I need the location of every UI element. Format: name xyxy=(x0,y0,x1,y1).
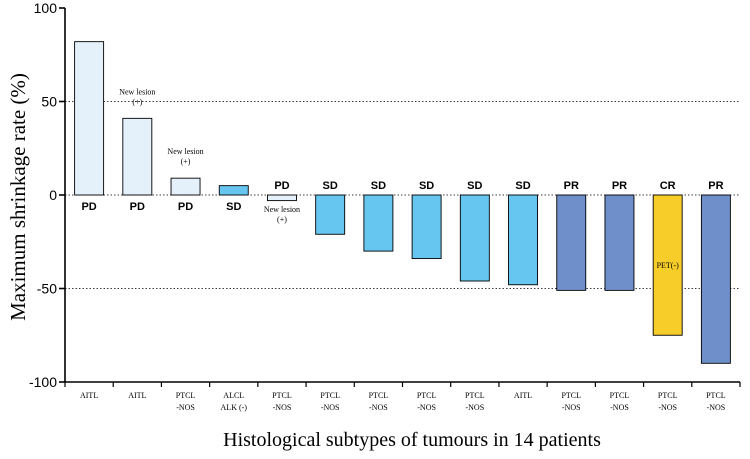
category-label: -NOS xyxy=(610,403,629,412)
annotation-label: PET(-) xyxy=(657,261,680,270)
bar xyxy=(411,194,442,260)
annotation-label: (+) xyxy=(132,97,142,106)
response-label: SD xyxy=(467,180,482,192)
bar xyxy=(700,194,731,364)
bar xyxy=(363,194,394,252)
category-label: -NOS xyxy=(273,403,292,412)
response-label: CR xyxy=(660,180,676,192)
y-tick-label: -50 xyxy=(37,281,57,297)
annotation-label: New lesion xyxy=(119,87,155,96)
response-label: PD xyxy=(81,201,96,213)
bar xyxy=(74,41,105,196)
category-label: PTCL xyxy=(561,391,581,400)
category-label: -NOS xyxy=(369,403,388,412)
category-label: -NOS xyxy=(658,403,677,412)
category-label: PTCL xyxy=(320,391,340,400)
annotation-label: (+) xyxy=(181,157,191,166)
y-axis-title: Maximum shrinkage rate (%) xyxy=(6,73,30,321)
category-label: PTCL xyxy=(706,391,726,400)
bar xyxy=(267,194,297,202)
y-tick-label: -100 xyxy=(29,374,57,390)
category-label: -NOS xyxy=(321,403,340,412)
annotation-label: New lesion xyxy=(264,205,300,214)
category-label: PTCL xyxy=(176,391,196,400)
response-label: SD xyxy=(323,180,338,192)
category-label: ALK (-) xyxy=(221,403,248,412)
category-label: ALCL xyxy=(223,391,244,400)
category-label: -NOS xyxy=(176,403,195,412)
category-label: PTCL xyxy=(272,391,292,400)
category-label: -NOS xyxy=(465,403,484,412)
bar xyxy=(315,194,346,235)
category-label: AITL xyxy=(128,391,146,400)
bar xyxy=(170,177,201,196)
response-label: SD xyxy=(515,180,530,192)
category-label: -NOS xyxy=(417,403,436,412)
annotation-label: New lesion xyxy=(167,147,203,156)
response-label: PD xyxy=(274,180,289,192)
response-label: PD xyxy=(178,201,193,213)
category-label: -NOS xyxy=(707,403,726,412)
category-label: AITL xyxy=(514,391,532,400)
response-label: SD xyxy=(371,180,386,192)
category-label: -NOS xyxy=(562,403,581,412)
category-label: PTCL xyxy=(369,391,389,400)
annotation-label: (+) xyxy=(277,215,287,224)
category-label: PTCL xyxy=(658,391,678,400)
bar xyxy=(652,194,683,336)
category-label: PTCL xyxy=(417,391,437,400)
response-label: SD xyxy=(419,180,434,192)
category-label: PTCL xyxy=(610,391,630,400)
response-label: PR xyxy=(612,180,627,192)
response-label: PD xyxy=(130,201,145,213)
bar xyxy=(459,194,490,282)
bar xyxy=(122,117,153,196)
category-label: PTCL xyxy=(465,391,485,400)
response-label: SD xyxy=(226,201,241,213)
category-label: AITL xyxy=(80,391,98,400)
bar xyxy=(508,194,538,286)
bar xyxy=(218,185,249,196)
bar xyxy=(604,194,635,291)
y-tick-label: 0 xyxy=(49,187,57,203)
y-tick-label: 50 xyxy=(41,94,57,110)
bar xyxy=(556,194,587,291)
response-label: PR xyxy=(564,180,579,192)
y-tick-label: 100 xyxy=(34,0,58,16)
x-axis-title: Histological subtypes of tumours in 14 p… xyxy=(223,429,601,451)
response-label: PR xyxy=(708,180,723,192)
